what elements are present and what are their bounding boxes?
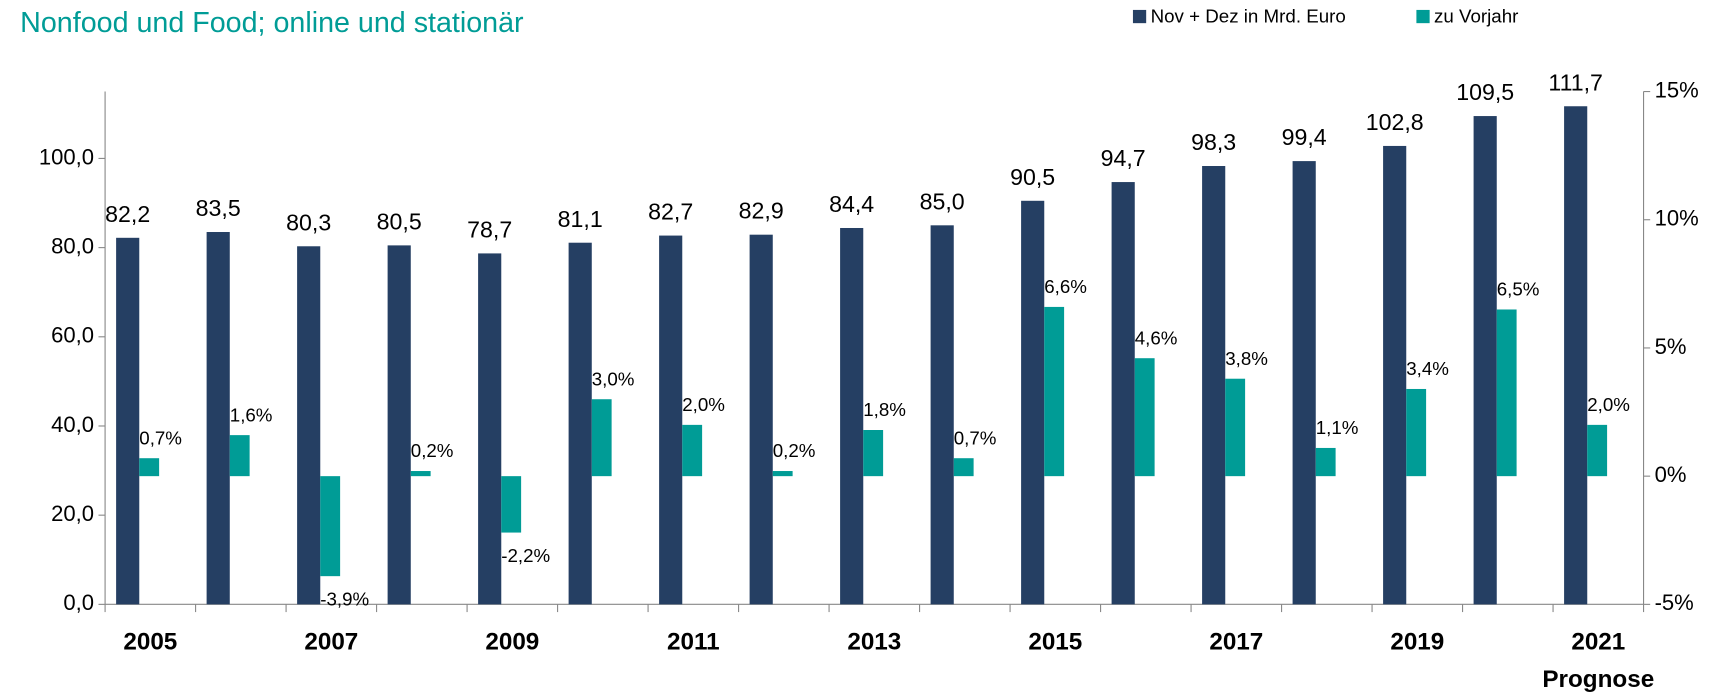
value-label: 1,8% [863, 399, 906, 420]
value-label: 6,5% [1497, 279, 1540, 300]
x-tick-label: 2021 [1571, 628, 1625, 655]
value-label: 0,7% [954, 427, 997, 448]
bar [229, 435, 250, 477]
x-tick-label: 2009 [485, 628, 539, 655]
bar [749, 234, 773, 605]
x-tick-label: 2017 [1209, 628, 1263, 655]
value-label: 99,4 [1282, 124, 1327, 150]
y2-tick-label: 0% [1655, 462, 1687, 487]
x-tick-label: 2013 [847, 628, 901, 655]
bar [930, 225, 954, 605]
value-label: 78,7 [467, 216, 512, 242]
bar [206, 232, 230, 605]
value-label: 111,7 [1548, 69, 1602, 95]
y-tick-label: 80,0 [51, 233, 94, 258]
value-label: 82,2 [105, 201, 150, 227]
bar [116, 237, 140, 605]
y-tick-label: 0,0 [63, 590, 94, 615]
value-label: 94,7 [1101, 145, 1146, 171]
legend-swatch [1416, 9, 1430, 24]
y-tick-label: 40,0 [51, 412, 94, 437]
value-label: 82,9 [739, 198, 784, 224]
bar [682, 424, 703, 477]
y2-tick-label: -5% [1655, 590, 1694, 615]
bar [1315, 447, 1336, 477]
value-label: 2,0% [1587, 394, 1630, 415]
y-tick-label: 100,0 [39, 144, 94, 169]
x-tick-label: 2007 [304, 628, 358, 655]
value-label: 102,8 [1366, 109, 1424, 135]
bar [568, 242, 592, 605]
value-label: 82,7 [648, 199, 693, 225]
legend-swatch [1132, 9, 1147, 24]
bar [1406, 388, 1427, 477]
value-label: 6,6% [1044, 276, 1087, 297]
y-tick-label: 20,0 [51, 501, 94, 526]
bar [1292, 161, 1316, 605]
bar [1383, 145, 1407, 605]
legend-label: zu Vorjahr [1434, 6, 1518, 27]
y2-tick-label: 5% [1655, 334, 1687, 359]
bar [953, 458, 974, 477]
value-label: 3,8% [1225, 348, 1268, 369]
annotation: Prognose [1542, 666, 1654, 693]
bar [297, 246, 321, 605]
bar [840, 227, 864, 605]
value-label: 84,4 [829, 191, 874, 217]
bar [772, 471, 793, 477]
bar [1202, 166, 1226, 605]
x-tick-label: 2015 [1028, 628, 1082, 655]
value-label: 4,6% [1135, 327, 1178, 348]
value-label: 0,2% [773, 440, 816, 461]
bar [1225, 378, 1246, 477]
bar [1473, 116, 1497, 605]
value-label: 80,5 [377, 208, 422, 234]
bar [1044, 306, 1065, 477]
y2-tick-label: 15% [1655, 77, 1699, 102]
value-label: 0,7% [139, 427, 182, 448]
chart-title: Nonfood und Food; online und stationär [20, 7, 524, 39]
value-label: 83,5 [196, 195, 241, 221]
value-label: 1,1% [1316, 417, 1359, 438]
value-label: 3,4% [1406, 358, 1449, 379]
bar [139, 458, 160, 477]
value-label: 1,6% [230, 404, 273, 425]
value-label: -3,9% [320, 588, 369, 609]
bar [1134, 358, 1155, 477]
x-tick-label: 2005 [123, 628, 177, 655]
bar [1111, 182, 1135, 605]
value-label: 0,2% [411, 440, 454, 461]
y-tick-label: 60,0 [51, 323, 94, 348]
value-label: 98,3 [1191, 129, 1236, 155]
value-label: 80,3 [286, 209, 331, 235]
bar [387, 245, 411, 605]
value-label: -2,2% [501, 545, 550, 566]
bar [478, 253, 502, 605]
bar [591, 399, 612, 477]
y2-tick-label: 10% [1655, 206, 1699, 231]
value-label: 85,0 [920, 188, 965, 214]
bar [863, 430, 884, 477]
bar [1564, 106, 1588, 605]
value-label: 2,0% [682, 394, 725, 415]
bar [320, 476, 341, 577]
bar [410, 471, 431, 477]
x-tick-label: 2011 [667, 628, 720, 655]
legend-label: Nov + Dez in Mrd. Euro [1151, 6, 1346, 27]
bar [501, 476, 522, 533]
x-tick-label: 2019 [1390, 628, 1444, 655]
bar [1496, 309, 1517, 477]
bar [659, 235, 683, 605]
bar [1587, 424, 1608, 477]
value-label: 3,0% [592, 368, 635, 389]
value-label: 90,5 [1010, 164, 1055, 190]
value-label: 81,1 [558, 206, 603, 232]
bar [1021, 200, 1045, 605]
value-label: 109,5 [1456, 79, 1514, 105]
